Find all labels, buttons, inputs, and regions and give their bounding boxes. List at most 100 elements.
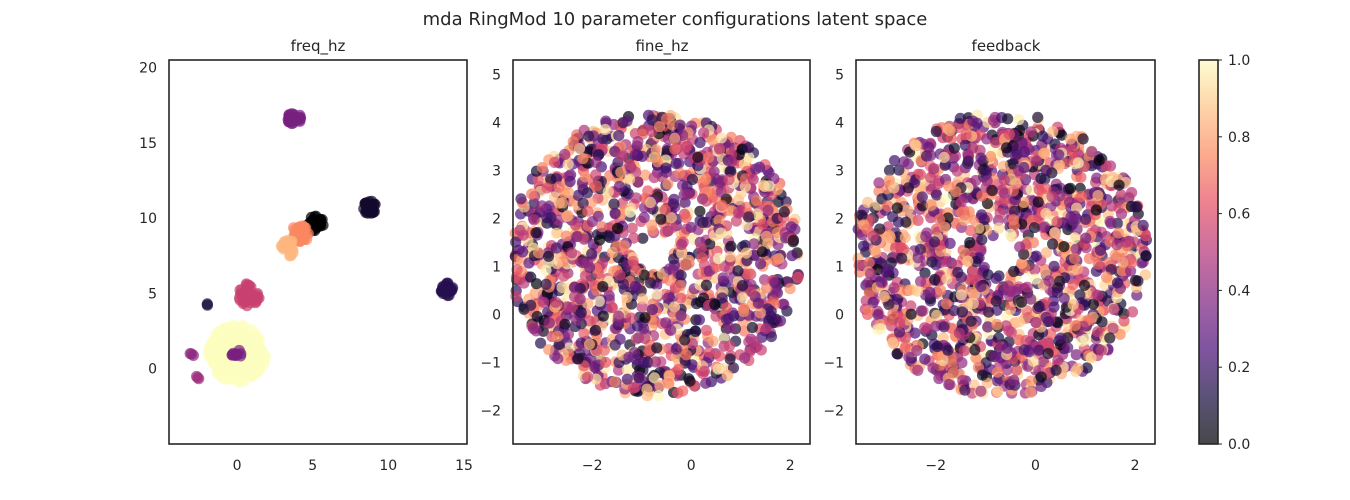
scatter-point-feedback bbox=[1077, 133, 1089, 145]
scatter-point-feedback bbox=[1117, 256, 1129, 268]
scatter-point-feedback bbox=[954, 112, 966, 124]
scatter-point-feedback bbox=[931, 309, 943, 321]
scatter-point-feedback bbox=[1002, 113, 1014, 125]
scatter-point-feedback bbox=[990, 136, 1002, 149]
scatter-point-fine-hz bbox=[621, 364, 634, 376]
scatter-point-fine-hz bbox=[700, 324, 713, 336]
scatter-point-feedback bbox=[1009, 205, 1021, 217]
scatter-point-feedback bbox=[915, 305, 928, 317]
scatter-point-fine-hz bbox=[723, 322, 736, 334]
scatter-point-fine-hz bbox=[743, 142, 755, 154]
scatter-point-fine-hz bbox=[712, 363, 724, 375]
scatter-point-freq-hz bbox=[281, 241, 293, 253]
scatter-point-fine-hz bbox=[581, 187, 593, 199]
scatter-point-feedback bbox=[930, 320, 942, 332]
scatter-point-feedback bbox=[1013, 316, 1025, 328]
scatter-point-feedback bbox=[878, 291, 890, 303]
scatter-point-fine-hz bbox=[754, 307, 766, 319]
scatter-point-feedback bbox=[853, 259, 865, 271]
scatter-point-fine-hz bbox=[755, 258, 767, 270]
scatter-point-feedback bbox=[1058, 241, 1070, 253]
scatter-point-fine-hz bbox=[636, 293, 649, 305]
x-tick-label: −2 bbox=[582, 458, 603, 474]
scatter-point-fine-hz bbox=[752, 297, 765, 309]
scatter-point-feedback bbox=[1051, 216, 1063, 228]
scatter-point-fine-hz bbox=[614, 269, 626, 281]
scatter-point-fine-hz bbox=[703, 151, 715, 164]
scatter-point-fine-hz bbox=[653, 121, 666, 133]
scatter-point-feedback bbox=[1035, 380, 1047, 392]
scatter-point-feedback bbox=[1066, 144, 1078, 156]
scatter-point-feedback bbox=[1072, 157, 1084, 169]
x-tick-label: 0 bbox=[1031, 458, 1040, 474]
scatter-point-fine-hz bbox=[606, 302, 618, 314]
y-tick-label: 10 bbox=[139, 211, 157, 227]
y-tick-label: 3 bbox=[492, 163, 501, 179]
scatter-point-fine-hz bbox=[672, 363, 685, 375]
scatter-point-fine-hz bbox=[697, 216, 709, 229]
scatter-point-fine-hz bbox=[567, 136, 579, 148]
scatter-point-feedback bbox=[1030, 155, 1042, 167]
scatter-point-freq-hz bbox=[201, 298, 213, 310]
y-tick-label: 5 bbox=[835, 67, 844, 83]
scatter-point-fine-hz bbox=[721, 369, 734, 382]
scatter-point-feedback bbox=[943, 180, 955, 192]
scatter-point-feedback bbox=[998, 194, 1011, 207]
scatter-point-fine-hz bbox=[757, 218, 769, 230]
scatter-point-fine-hz bbox=[624, 173, 636, 185]
scatter-point-fine-hz bbox=[694, 137, 706, 149]
colorbar-ticks: 0.0 0.2 0.4 0.6 0.8 1.0 bbox=[1218, 53, 1250, 453]
scatter-point-fine-hz bbox=[510, 290, 522, 302]
scatter-point-fine-hz bbox=[665, 212, 677, 224]
scatter-point-fine-hz bbox=[732, 194, 745, 206]
scatter-point-feedback bbox=[1080, 213, 1092, 225]
scatter-point-fine-hz bbox=[648, 372, 661, 384]
scatter-point-fine-hz bbox=[727, 362, 740, 374]
scatter-point-feedback bbox=[1077, 320, 1089, 332]
scatter-point-feedback bbox=[955, 289, 967, 301]
scatter-point-freq-hz bbox=[241, 300, 253, 312]
scatter-point-feedback bbox=[1090, 204, 1102, 216]
scatter-point-fine-hz bbox=[711, 261, 723, 273]
scatter-point-feedback bbox=[1029, 222, 1041, 234]
scatter-point-freq-hz bbox=[245, 355, 257, 367]
scatter-point-feedback bbox=[928, 236, 941, 248]
scatter-point-feedback bbox=[1111, 277, 1124, 289]
scatter-point-fine-hz bbox=[618, 240, 630, 252]
scatter-point-feedback bbox=[944, 237, 956, 249]
scatter-point-fine-hz bbox=[696, 252, 708, 264]
scatter-point-feedback bbox=[1001, 342, 1013, 354]
scatter-point-feedback bbox=[940, 298, 953, 310]
scatter-point-fine-hz bbox=[639, 312, 651, 324]
scatter-point-feedback bbox=[982, 321, 994, 333]
scatter-point-feedback bbox=[867, 230, 879, 242]
scatter-point-feedback bbox=[956, 206, 968, 218]
scatter-point-fine-hz bbox=[769, 255, 781, 267]
scatter-point-fine-hz bbox=[725, 240, 737, 252]
scatter-point-fine-hz bbox=[693, 314, 706, 326]
scatter-point-feedback bbox=[933, 214, 946, 226]
scatter-point-feedback bbox=[948, 142, 960, 154]
scatter-point-feedback bbox=[919, 322, 931, 334]
scatter-point-freq-hz bbox=[250, 295, 262, 308]
scatter-point-fine-hz bbox=[736, 292, 749, 304]
scatter-point-fine-hz bbox=[636, 301, 648, 313]
scatter-point-feedback bbox=[1075, 191, 1087, 203]
scatter-point-feedback bbox=[911, 345, 923, 357]
scatter-point-freq-hz bbox=[436, 285, 448, 297]
axis-ticks-freq-hz: 0 5 10 15 0 5 10 15 20 bbox=[139, 61, 473, 475]
scatter-point-fine-hz bbox=[562, 158, 574, 170]
scatter-point-feedback bbox=[1112, 227, 1124, 239]
scatter-point-feedback bbox=[942, 344, 954, 356]
scatter-point-feedback bbox=[1019, 146, 1031, 158]
scatter-point-fine-hz bbox=[545, 211, 557, 224]
scatter-point-feedback bbox=[1035, 172, 1047, 185]
scatter-point-feedback bbox=[948, 305, 960, 317]
y-tick-label: 0 bbox=[148, 362, 157, 378]
scatter-point-fine-hz bbox=[583, 338, 596, 350]
scatter-point-feedback bbox=[1053, 159, 1065, 171]
colorbar-gradient bbox=[1199, 60, 1218, 444]
x-tick-label: 5 bbox=[308, 458, 317, 474]
y-tick-label: 3 bbox=[835, 163, 844, 179]
scatter-point-feedback bbox=[940, 192, 952, 204]
